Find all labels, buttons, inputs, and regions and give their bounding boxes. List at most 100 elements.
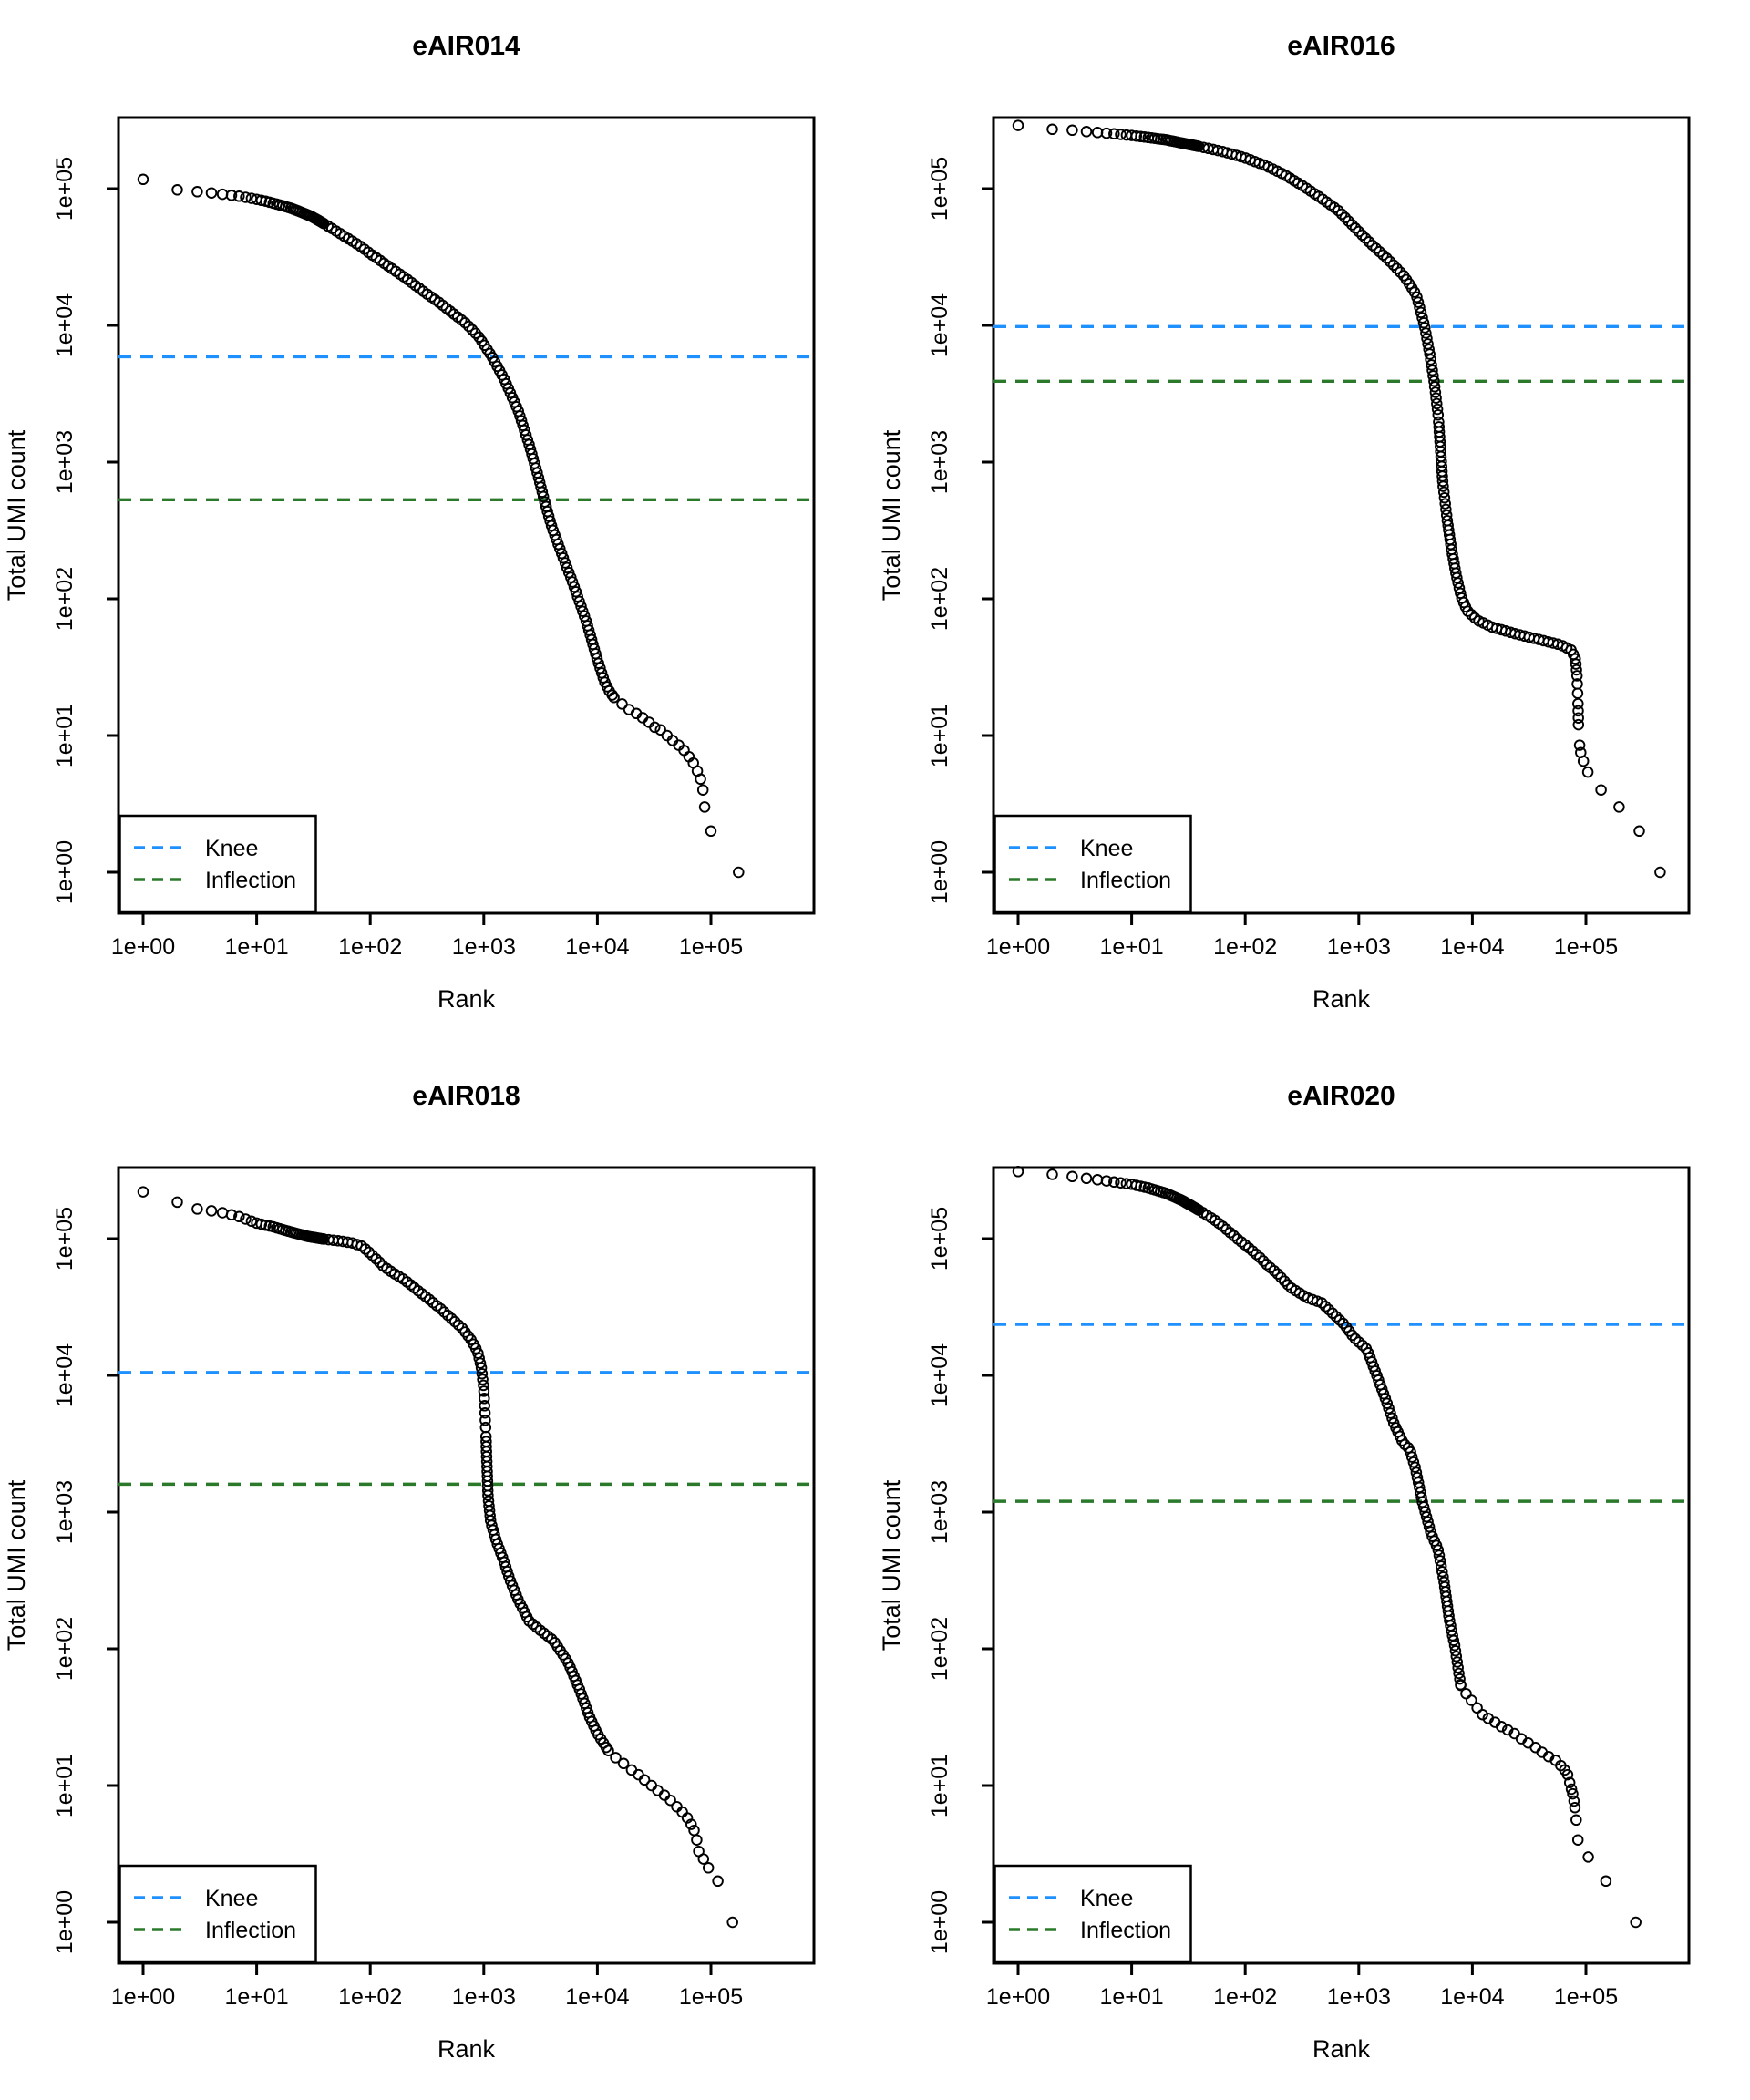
x-tick-label: 1e+04 (1440, 1984, 1504, 2010)
data-point (1279, 1275, 1291, 1287)
data-point (1395, 266, 1406, 278)
data-point (606, 689, 618, 701)
data-point (502, 1570, 515, 1582)
x-axis-label: Rank (1312, 2035, 1371, 2063)
data-point (205, 187, 218, 199)
data-point (1529, 1741, 1541, 1754)
data-point (1595, 784, 1607, 796)
data-point (216, 188, 229, 201)
data-point (566, 576, 579, 588)
data-point (1356, 1339, 1369, 1352)
data-point (638, 1774, 651, 1786)
plot-box (117, 116, 816, 915)
y-tick-label: 1e+05 (52, 157, 77, 221)
y-axis-label: Total UMI count (878, 429, 905, 601)
data-point (1431, 397, 1443, 410)
data-point (1420, 327, 1432, 339)
y-tick-label: 1e+02 (927, 1617, 952, 1681)
data-point (1425, 354, 1436, 365)
data-point (1275, 1271, 1287, 1283)
data-point (1091, 1174, 1104, 1186)
data-point (1452, 577, 1464, 589)
data-point (602, 1745, 614, 1756)
data-point (1387, 259, 1400, 272)
y-tick-label: 1e+01 (927, 704, 952, 767)
data-point (1080, 1172, 1093, 1185)
x-tick-label: 1e+04 (565, 1984, 629, 2010)
data-point (1398, 1438, 1411, 1451)
y-tick-label: 1e+04 (927, 293, 952, 357)
data-point (1379, 1393, 1392, 1405)
data-point (1561, 1768, 1574, 1781)
panel-title: eAIR014 (412, 31, 520, 61)
data-point (1438, 491, 1451, 504)
data-point (1282, 1279, 1294, 1291)
data-point (1415, 306, 1427, 319)
panel-eAIR018: eAIR018 1e+00 1e+01 1e+02 1e+03 1e+04 1e+05 1e+… (0, 1050, 875, 2100)
data-point (592, 657, 604, 669)
data-point (363, 1246, 376, 1259)
data-point (137, 173, 149, 186)
data-point (1115, 129, 1127, 140)
data-point (664, 1794, 676, 1807)
data-point (1437, 486, 1450, 499)
data-point (1333, 1314, 1346, 1326)
legend: Knee Inflection (993, 1864, 1192, 1963)
x-axis-label: Rank (438, 2035, 496, 2063)
data-point (459, 316, 471, 329)
data-point (1419, 322, 1431, 334)
data-point (696, 784, 709, 796)
data-point (1323, 1303, 1335, 1316)
y-tick-label: 1e+05 (927, 157, 952, 221)
data-point (1495, 1721, 1508, 1733)
data-point (1570, 658, 1582, 670)
y-tick-label: 1e+01 (52, 1754, 77, 1817)
data-point (733, 866, 745, 879)
x-tick-label: 1e+02 (338, 934, 402, 960)
data-point (1571, 687, 1584, 699)
data-point (233, 190, 245, 202)
data-point (479, 1421, 492, 1434)
data-point (1570, 1814, 1582, 1827)
legend: Knee Inflection (118, 814, 317, 913)
data-point (479, 1414, 491, 1426)
data-point (1381, 1397, 1394, 1409)
data-point (1066, 1170, 1078, 1183)
data-point (191, 186, 203, 198)
y-tick-label: 1e+02 (927, 567, 952, 631)
data-point (1426, 365, 1438, 376)
legend-box (993, 814, 1192, 913)
data-point (448, 1315, 461, 1328)
data-point (1335, 208, 1348, 221)
data-point (1383, 1402, 1395, 1415)
y-tick-label: 1e+02 (52, 1617, 77, 1681)
data-point (245, 1215, 258, 1228)
data-point (568, 581, 581, 593)
x-tick-label: 1e+04 (1440, 934, 1504, 960)
data-point (1449, 1644, 1462, 1657)
data-point (1460, 1687, 1472, 1700)
data-point (1567, 1787, 1579, 1800)
data-point (1450, 1651, 1463, 1662)
data-point (1434, 1555, 1446, 1567)
data-point (1343, 215, 1354, 227)
data-point (255, 1218, 268, 1230)
data-point (1407, 1456, 1420, 1468)
data-points (137, 1186, 738, 1929)
data-point (1568, 1795, 1580, 1807)
y-tick-label: 1e+04 (52, 1343, 77, 1407)
y-tick-label: 1e+02 (52, 567, 77, 631)
data-point (463, 320, 475, 333)
data-point (1080, 126, 1093, 138)
plot-box (992, 1166, 1691, 1965)
data-point (1330, 1311, 1343, 1323)
legend-label: Knee (205, 836, 258, 861)
y-tick-label: 1e+00 (927, 1890, 952, 1954)
data-point (1448, 1639, 1461, 1652)
data-point (1046, 123, 1058, 136)
x-tick-label: 1e+05 (679, 934, 743, 960)
data-point (478, 1379, 489, 1392)
data-point (1451, 1656, 1464, 1668)
data-point (1416, 1496, 1428, 1508)
